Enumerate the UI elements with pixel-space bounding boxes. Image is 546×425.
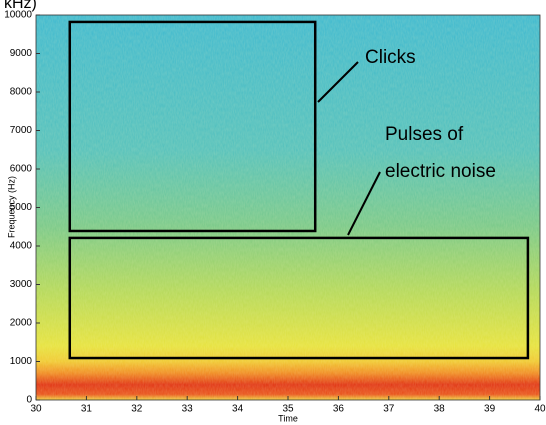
- x-tick-label: 36: [333, 404, 345, 415]
- y-tick-label: 1000: [10, 356, 33, 367]
- x-tick-label: 33: [182, 404, 194, 415]
- x-tick-label: 34: [232, 404, 244, 415]
- y-tick-label: 5000: [10, 202, 33, 213]
- chart: kHz) Time Frequency (Hz) 010002000300040…: [0, 0, 546, 425]
- x-tick-label: 40: [534, 404, 546, 415]
- y-tick-label: 4000: [10, 241, 33, 252]
- annotation-label: Pulses of: [385, 124, 464, 145]
- x-tick-label: 38: [434, 404, 446, 415]
- x-tick-label: 35: [282, 404, 294, 415]
- y-tick-label: 2000: [10, 318, 33, 329]
- annotation-label: electric noise: [385, 161, 496, 182]
- y-tick-label: 8000: [10, 87, 33, 98]
- x-tick-label: 30: [30, 404, 42, 415]
- y-tick-label: 10000: [4, 10, 32, 21]
- x-tick-label: 37: [383, 404, 395, 415]
- spectrogram-texture: [36, 15, 540, 400]
- x-tick-label: 31: [81, 404, 93, 415]
- y-tick-label: 9000: [10, 48, 33, 59]
- y-tick-label: 6000: [10, 164, 33, 175]
- y-tick-label: 3000: [10, 279, 33, 290]
- y-tick-label: 7000: [10, 125, 33, 136]
- annotation-label: Clicks: [365, 47, 416, 68]
- x-axis-label: Time: [278, 413, 298, 423]
- plot-area: [36, 15, 540, 400]
- x-tick-label: 32: [131, 404, 143, 415]
- x-tick-label: 39: [484, 404, 496, 415]
